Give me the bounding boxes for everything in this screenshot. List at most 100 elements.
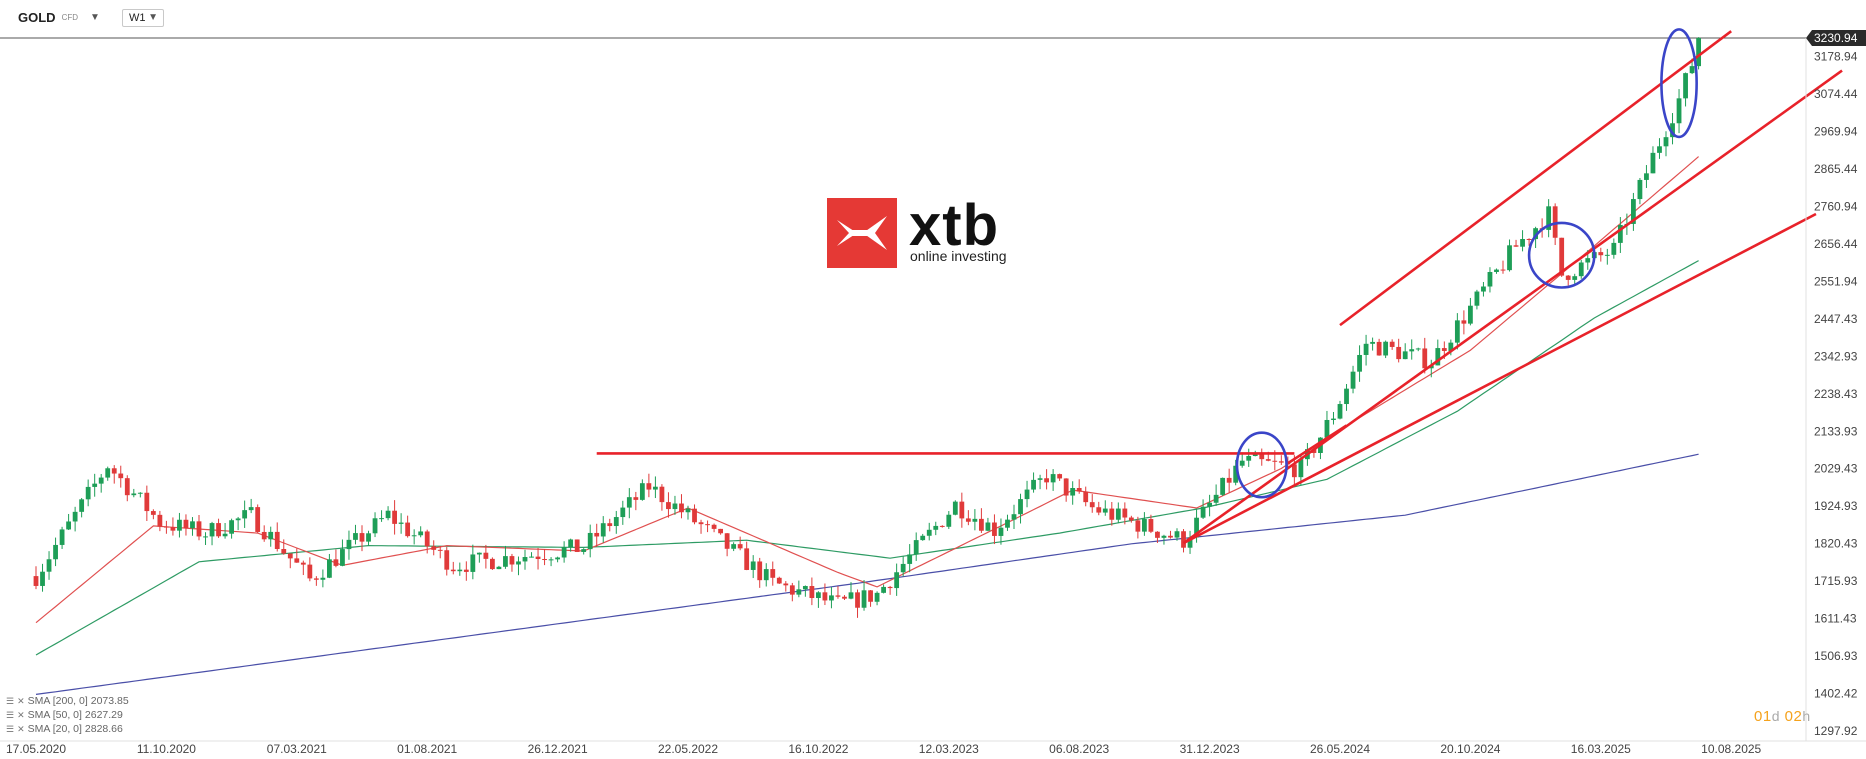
candle-up [1650, 152, 1656, 174]
timeframe-select[interactable]: W1 ▼ [122, 9, 164, 27]
candle-down [835, 595, 841, 597]
candle-up [190, 521, 195, 529]
candle-down [450, 569, 456, 572]
candle-up [1331, 418, 1336, 420]
candle-up [229, 520, 234, 534]
candle-up [137, 492, 143, 494]
candle-up [72, 511, 78, 522]
candle-up [320, 577, 326, 580]
y-tick-label: 1820.43 [1814, 537, 1858, 551]
candle-down [1265, 459, 1271, 461]
candle-down [333, 559, 339, 566]
x-tick-label: 06.08.2023 [1049, 742, 1109, 756]
sma200-line [35, 453, 1699, 695]
x-tick-label: 20.10.2024 [1440, 742, 1500, 756]
candle-up [105, 468, 111, 478]
candle-up [900, 563, 906, 573]
candle-up [933, 525, 939, 530]
legend-row[interactable]: ☰ ✕ SMA [200, 0] 2073.85 [6, 694, 129, 708]
candle-up [1298, 459, 1304, 478]
symbol-selector[interactable]: GOLD CFD ▼ [18, 10, 100, 25]
candle-up [1533, 228, 1538, 240]
candle-up [522, 557, 528, 562]
candle-down [1096, 507, 1102, 513]
candle-down [183, 519, 189, 529]
candle-up [1246, 456, 1252, 461]
settings-icon[interactable]: ☰ [6, 696, 15, 706]
candle-up [1637, 179, 1643, 200]
candle-up [1050, 474, 1056, 483]
timer-days: 01 [1754, 708, 1772, 725]
candle-up [1670, 123, 1675, 138]
candle-down [594, 532, 600, 537]
candle-up [1487, 272, 1493, 287]
candle-down [196, 521, 202, 537]
candle-up [620, 507, 626, 518]
settings-icon[interactable]: ☰ [6, 710, 15, 720]
candle-up [581, 549, 587, 552]
y-tick-label: 2865.44 [1814, 162, 1858, 176]
candle-up [1611, 242, 1617, 255]
candle-up [796, 589, 802, 595]
candle-down [1135, 520, 1141, 532]
close-icon[interactable]: ✕ [17, 724, 25, 734]
candle-up [972, 518, 978, 522]
close-icon[interactable]: ✕ [17, 710, 25, 720]
candle-up [327, 559, 332, 578]
y-tick-label: 2760.94 [1814, 199, 1858, 213]
y-tick-label: 1506.93 [1814, 649, 1858, 663]
y-tick-label: 1715.93 [1814, 574, 1858, 588]
candle-down [1128, 517, 1134, 521]
candle-down [1441, 348, 1447, 351]
x-tick-label: 07.03.2021 [267, 742, 327, 756]
candle-up [1402, 351, 1408, 360]
candle-down [294, 558, 300, 563]
x-tick-label: 16.03.2025 [1571, 742, 1631, 756]
candle-down [444, 550, 450, 570]
candle-down [1285, 462, 1291, 465]
candle-up [1018, 499, 1023, 515]
legend-row[interactable]: ☰ ✕ SMA [20, 0] 2828.66 [6, 722, 129, 736]
y-tick-label: 3178.94 [1814, 50, 1858, 64]
candle-down [261, 531, 267, 540]
y-tick-label: 2447.43 [1814, 312, 1858, 326]
candle-down [405, 522, 411, 537]
candle-up [66, 521, 71, 530]
candle-up [1037, 478, 1043, 480]
candle-up [53, 544, 58, 560]
candle-down [744, 548, 750, 570]
candle-up [685, 508, 691, 513]
candle-down [1526, 238, 1532, 240]
y-tick-label: 3074.44 [1814, 87, 1858, 101]
candle-up [1200, 506, 1206, 518]
candle-up [1344, 388, 1349, 405]
candle-down [1083, 491, 1089, 503]
candle-down [939, 525, 945, 527]
candle-up [1174, 531, 1180, 538]
candle-down [144, 492, 150, 512]
legend-value: 2828.66 [84, 723, 123, 735]
logo-tagline: online investing [910, 248, 1007, 264]
candle-down [705, 524, 710, 526]
settings-icon[interactable]: ☰ [6, 724, 15, 734]
candle-up [1142, 519, 1147, 532]
candle-up [1481, 286, 1486, 292]
candle-up [1415, 348, 1421, 350]
candle-up [1644, 173, 1649, 180]
close-icon[interactable]: ✕ [17, 696, 25, 706]
candles [33, 37, 1701, 618]
candle-down [150, 511, 156, 515]
legend-row[interactable]: ☰ ✕ SMA [50, 0] 2627.29 [6, 708, 129, 722]
x-tick-label: 01.08.2021 [397, 742, 457, 756]
candle-up [411, 535, 417, 537]
legend-value: 2073.85 [90, 695, 129, 707]
x-tick-label: 22.05.2022 [658, 742, 718, 756]
candle-down [509, 556, 515, 565]
candle-down [1559, 237, 1565, 276]
candle-up [346, 539, 352, 550]
candle-up [1220, 477, 1226, 495]
candle-up [503, 556, 508, 567]
candle-up [1435, 348, 1441, 366]
candle-up [1617, 224, 1623, 243]
